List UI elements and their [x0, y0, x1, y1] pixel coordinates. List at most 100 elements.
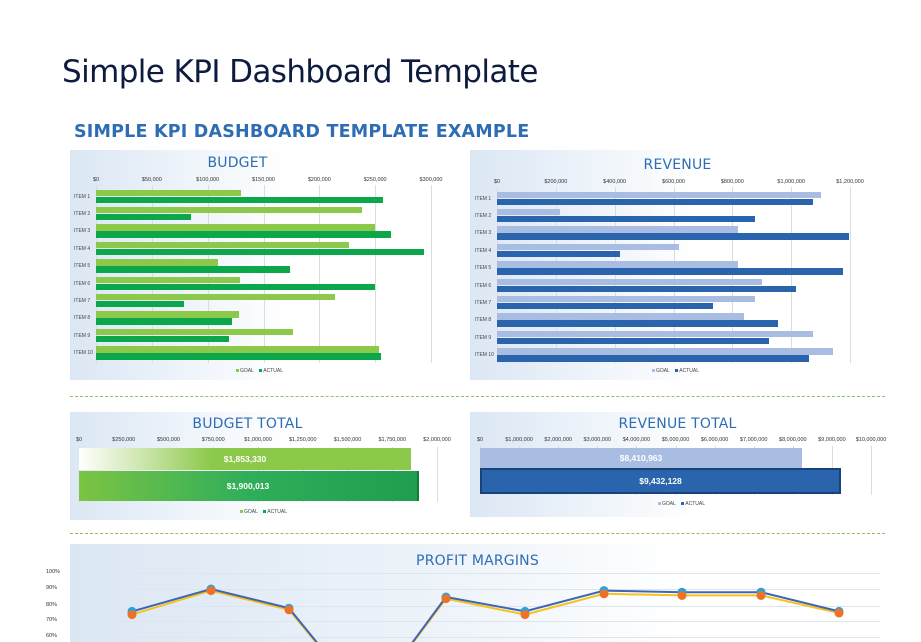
x-axis-tick-label: $0: [92, 177, 100, 183]
goal-bar: [497, 226, 739, 233]
goal-bar: [497, 330, 813, 338]
series-b-marker: [284, 605, 294, 615]
revenue-total-actual-bar: $9,432,128: [480, 468, 841, 494]
goal-bar: [497, 348, 833, 355]
revenue-total-goal-bar: $8,410,963: [480, 448, 802, 468]
goal-bar: [96, 259, 218, 266]
legend-goal: GOAL: [662, 501, 676, 507]
revenue-total-legend: GOAL ACTUAL: [658, 501, 709, 507]
budget-legend: GOAL ACTUAL: [236, 368, 287, 374]
row-label: ITEM 5: [74, 263, 91, 270]
series-b-marker: [834, 608, 844, 618]
revenue-total-panel: REVENUE TOTAL $0 $1,000,000 $2,000,000 $3,0…: [470, 412, 886, 517]
actual-bar: [497, 320, 779, 327]
actual-bar: [497, 268, 844, 275]
actual-bar: [497, 250, 620, 258]
x-axis-tick-label: $1,000,000: [777, 179, 805, 185]
series-b-marker: [599, 589, 609, 599]
x-axis-tick-label: $5,000,000: [661, 437, 690, 443]
gridline: [70, 621, 880, 622]
goal-bar: [96, 241, 350, 249]
row-label: ITEM 7: [475, 299, 492, 306]
row-label: ITEM 8: [74, 315, 91, 322]
row-label: ITEM 7: [74, 297, 91, 304]
goal-bar: [96, 293, 335, 301]
actual-bar: [96, 283, 376, 290]
actual-bar: [497, 215, 755, 223]
x-axis-tick-label: $1,000,000: [244, 437, 272, 443]
budget-total-goal-value: $1,853,330: [223, 454, 267, 464]
series-b-marker: [677, 590, 687, 600]
row-label: ITEM 6: [475, 282, 492, 289]
x-axis-tick-label: $0: [493, 179, 501, 185]
legend-actual: ACTUAL: [263, 368, 284, 374]
x-axis-tick-label: $8,000,000: [779, 437, 807, 443]
y-axis-tick-label: 70%: [46, 617, 58, 623]
row-label: ITEM 1: [475, 195, 492, 202]
goal-bar: [96, 311, 239, 318]
actual-bar: [96, 266, 291, 273]
budget-total-goal-bar: $1,853,330: [79, 448, 411, 470]
goal-bar: [96, 328, 293, 336]
revenue-total-actual-value: $9,432,128: [639, 476, 682, 486]
actual-bar: [96, 231, 391, 238]
y-axis-tick-label: 100%: [46, 569, 61, 575]
budget-chart-panel: BUDGET $0 $50,000 $100,000 $150,000 $200,000…: [70, 150, 465, 380]
gridline: [151, 185, 153, 363]
series-a-line: [131, 587, 840, 642]
legend-actual: ACTUAL: [685, 501, 706, 507]
actual-bar: [497, 233, 850, 240]
profit-margins-panel: PROFIT MARGINS 100% 90% 80% 70% 60%: [46, 544, 885, 642]
x-axis-tick-label: $1,750,000: [378, 437, 407, 443]
revenue-total-title: REVENUE TOTAL: [618, 416, 737, 432]
x-axis-tick-label: $500,000: [157, 437, 180, 443]
row-label: ITEM 2: [475, 212, 492, 219]
x-axis-tick-label: $0: [476, 437, 484, 443]
actual-bar: [497, 302, 713, 310]
legend-actual: ACTUAL: [267, 509, 288, 515]
x-axis-tick-label: $50,000: [141, 177, 162, 183]
budget-total-panel: BUDGET TOTAL $0 $250,000 $500,000 $750,000 $…: [70, 412, 465, 520]
actual-bar: [497, 285, 797, 292]
row-label: ITEM 4: [74, 245, 91, 252]
row-label: ITEM 6: [74, 280, 91, 287]
series-b-marker: [206, 586, 216, 596]
actual-bar: [96, 335, 229, 343]
gridline: [555, 187, 557, 363]
gridline: [375, 185, 377, 363]
row-label: ITEM 9: [475, 334, 492, 341]
budget-total-legend: GOAL ACTUAL: [240, 509, 291, 515]
gridline: [70, 589, 880, 590]
actual-bar: [96, 300, 185, 308]
actual-bar: [497, 337, 770, 345]
gridline: [70, 573, 880, 574]
gridline: [791, 187, 793, 363]
goal-bar: [96, 224, 376, 231]
gridline: [96, 185, 97, 363]
legend-goal: GOAL: [240, 368, 254, 374]
series-b-marker: [520, 610, 530, 620]
actual-bar: [96, 248, 425, 256]
row-label: ITEM 5: [475, 265, 492, 272]
gridline: [673, 187, 675, 363]
x-axis-tick-label: $250,000: [363, 177, 387, 183]
row-label: ITEM 1: [74, 193, 91, 200]
y-axis-tick-label: 80%: [46, 602, 58, 608]
x-axis-tick-label: $250,000: [112, 437, 136, 443]
row-label: ITEM 3: [475, 230, 492, 237]
x-axis-tick-label: $200,000: [307, 177, 331, 183]
x-axis-tick-label: $300,000: [419, 177, 443, 183]
x-axis-tick-label: $6,000,000: [700, 437, 729, 443]
actual-bar: [96, 353, 381, 360]
section-separator: [70, 396, 885, 397]
x-axis-tick-label: $150,000: [252, 177, 275, 183]
series-b-marker: [756, 590, 766, 600]
goal-bar: [497, 191, 821, 198]
gridline: [437, 447, 438, 502]
dashboard-title: SIMPLE KPI DASHBOARD TEMPLATE EXAMPLE: [74, 122, 530, 142]
x-axis-tick-label: $800,000: [720, 179, 744, 185]
gridline: [263, 185, 265, 363]
x-axis-tick-label: $750,000: [201, 437, 225, 443]
gridline: [70, 637, 880, 638]
row-label: ITEM 10: [475, 352, 494, 359]
